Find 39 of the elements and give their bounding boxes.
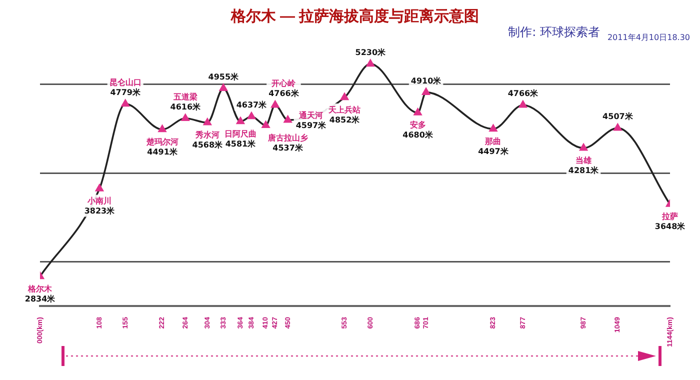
- data-label: 4491米: [147, 147, 178, 156]
- annotation: 楚玛尔河: [145, 137, 178, 146]
- data-label: 4680米: [402, 130, 434, 140]
- data-label: 3648米: [654, 222, 686, 232]
- annotation: 拉萨: [661, 212, 678, 222]
- annotation: 日阿尺曲: [224, 129, 256, 138]
- annotation: 秀水河: [194, 130, 220, 140]
- annotation: 小南川: [86, 196, 112, 206]
- data-label: 5230米: [355, 48, 387, 57]
- annotation: 那曲: [484, 136, 502, 146]
- data-label: 4852米: [329, 115, 361, 124]
- data-label: 4537米: [272, 143, 304, 152]
- annotation: 格尔木: [27, 284, 53, 294]
- data-label: 4955米: [208, 72, 240, 82]
- data-label: 4766米: [268, 89, 300, 98]
- annotation: 天上兵站: [328, 105, 361, 114]
- annotation: 当雄: [576, 156, 592, 166]
- data-label: 3823米: [84, 206, 116, 216]
- data-label: 4507米: [602, 112, 634, 122]
- text: 2011年4月10日18.30: [607, 33, 690, 42]
- data-label: 4779米: [110, 88, 142, 97]
- data-label: 4281米: [568, 166, 600, 176]
- annotation: 五道梁: [172, 91, 198, 102]
- data-label: 4497米: [478, 146, 510, 156]
- data-label: 4568米: [192, 140, 224, 150]
- data-label: 4637米: [236, 100, 268, 110]
- annotation: 安多: [410, 120, 426, 130]
- data-label: 4597米: [296, 121, 328, 130]
- data-label: 4766米: [508, 89, 540, 98]
- annotation: 唐古拉山乡: [266, 133, 308, 142]
- annotation: 昆仑山口: [109, 78, 142, 87]
- annotation: 开心岭: [270, 78, 297, 88]
- data-label: 4581米: [225, 139, 257, 148]
- annotation: 通天河: [298, 111, 323, 120]
- data-label: 2834米: [24, 294, 56, 304]
- data-label: 4910米: [410, 76, 442, 86]
- data-label: 4616米: [170, 102, 202, 112]
- text: 制作: 环球探索者: [508, 25, 600, 39]
- chart-title: 格尔木 — 拉萨海拔高度与距离示意图: [230, 7, 480, 26]
